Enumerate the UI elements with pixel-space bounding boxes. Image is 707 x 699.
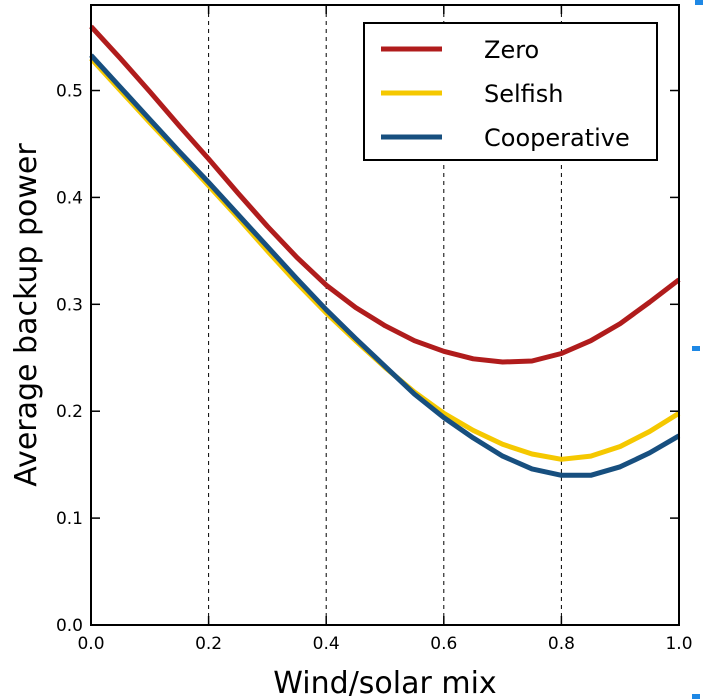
legend-label-zero: Zero [484, 36, 539, 64]
legend-label-selfish: Selfish [484, 80, 564, 108]
y-tick-label: 0.3 [56, 295, 83, 315]
y-tick-label: 0.4 [56, 188, 83, 208]
series-lines [89, 24, 681, 478]
edge-marker [692, 694, 700, 699]
x-tick-label: 0.4 [313, 634, 340, 654]
x-tick-label: 1.0 [665, 634, 692, 654]
x-tick-label: 0.2 [195, 634, 222, 654]
x-tick-label: 0.0 [77, 634, 104, 654]
axis-ticks [90, 5, 680, 626]
x-axis-label: Wind/solar mix [273, 666, 496, 699]
series-line-zero [89, 24, 681, 365]
y-tick-label: 0.0 [56, 616, 83, 636]
edge-marker [692, 346, 700, 351]
x-tick-label: 0.6 [430, 634, 457, 654]
x-tick-labels: 0.0 0.2 0.4 0.6 0.8 1.0 [77, 634, 692, 654]
x-tick-label: 0.8 [548, 634, 575, 654]
y-axis-label: Average backup power [9, 143, 44, 487]
y-tick-label: 0.1 [56, 509, 83, 529]
legend: Zero Selfish Cooperative [363, 22, 658, 161]
series-line-cooperative [89, 53, 681, 478]
plot-frame [90, 4, 680, 626]
edge-marker [695, 0, 703, 5]
y-tick-label: 0.5 [56, 82, 83, 102]
legend-label-cooperative: Cooperative [484, 124, 630, 152]
y-tick-label: 0.2 [56, 402, 83, 422]
y-tick-labels: 0.0 0.1 0.2 0.3 0.4 0.5 [56, 82, 83, 636]
